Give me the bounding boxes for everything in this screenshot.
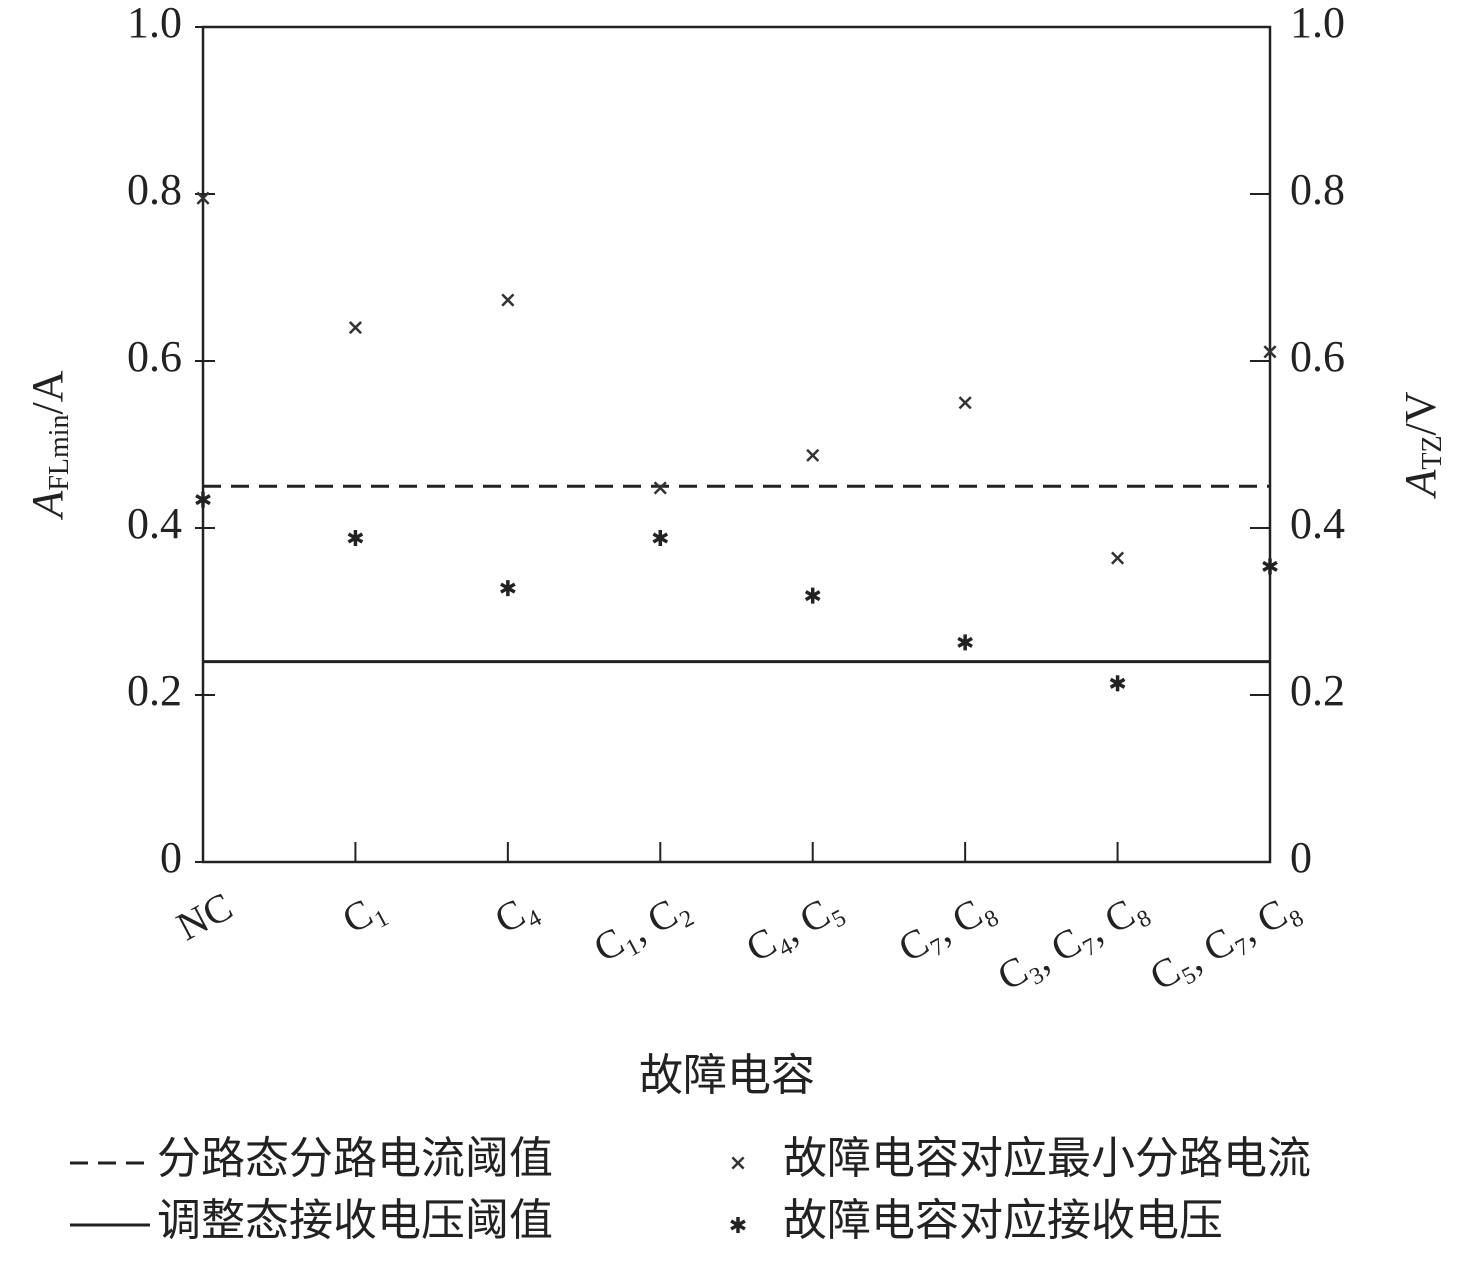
marker-stroke <box>730 1219 746 1231</box>
x-tick-label: C₁ <box>335 883 392 942</box>
legend-label: 故障电容对应最小分路电流 <box>783 1134 1311 1183</box>
y-axis-label: AFLmin/A <box>23 370 75 520</box>
y2-tick-label: 1.0 <box>1290 0 1345 47</box>
point <box>1263 345 1277 359</box>
y-label-main: A <box>23 490 72 521</box>
point <box>196 191 210 205</box>
point <box>348 321 362 335</box>
y2-label-unit: /V <box>1396 391 1445 435</box>
marker-stroke <box>348 321 362 335</box>
y2-tick-label: 0.2 <box>1290 666 1345 715</box>
point <box>958 396 972 410</box>
marker-stroke <box>500 582 516 594</box>
x-tick-label: C₃, C₇, C₈ <box>990 883 1154 999</box>
point <box>500 580 516 597</box>
y2-tick-label: 0.8 <box>1290 165 1345 214</box>
x-tick-label: NC <box>169 883 239 949</box>
marker-stroke <box>652 532 669 544</box>
x-tick-label: C₇, C₈ <box>891 883 1002 970</box>
marker-stroke <box>195 494 211 506</box>
y2-tick-label: 0 <box>1290 833 1312 882</box>
point <box>1111 551 1125 565</box>
point <box>347 530 364 547</box>
point <box>501 293 515 307</box>
y-tick-label: 0.2 <box>127 666 182 715</box>
y2-label-main: A <box>1396 469 1445 500</box>
y-label-sub: FLmin <box>44 414 75 490</box>
marker-stroke <box>1263 345 1277 359</box>
y-label-unit: /A <box>23 370 72 414</box>
marker-stroke <box>806 448 820 462</box>
y-tick-label: 0 <box>160 833 182 882</box>
x-axis-label: 故障电容 <box>639 1051 815 1100</box>
y-tick-label: 0.8 <box>127 165 182 214</box>
point <box>652 530 669 547</box>
marker-stroke <box>1111 551 1125 565</box>
x-tick-label: C₄ <box>487 883 544 942</box>
point <box>957 634 973 651</box>
marker-stroke <box>958 396 972 410</box>
y-tick-label: 0.6 <box>127 332 182 381</box>
marker-stroke <box>501 293 515 307</box>
legend-marker <box>731 1156 745 1170</box>
y2-tick-label: 0.6 <box>1290 332 1345 381</box>
marker-stroke <box>731 1156 745 1170</box>
marker-stroke <box>1109 677 1126 689</box>
y-tick-label: 0.4 <box>127 499 182 548</box>
point <box>804 587 821 604</box>
y2-label-sub: TZ <box>1417 435 1448 469</box>
legend-label: 分路态分路电流阈值 <box>157 1134 553 1183</box>
plot-frame <box>201 25 1272 864</box>
point <box>653 481 667 495</box>
marker-stroke <box>957 636 973 648</box>
marker-stroke <box>1262 560 1278 572</box>
marker-stroke <box>347 532 364 544</box>
legend-marker <box>730 1217 746 1233</box>
x-tick-label: C₅, C₇, C₈ <box>1142 883 1306 999</box>
point <box>195 491 211 508</box>
y2-tick-label: 0.4 <box>1290 499 1345 548</box>
legend-label: 故障电容对应接收电压 <box>783 1196 1223 1245</box>
y2-axis-label: ATZ/V <box>1396 391 1448 499</box>
x-tick-label: C₁, C₂ <box>586 883 697 970</box>
point <box>1262 558 1278 575</box>
x-tick-label: C₄, C₅ <box>739 883 850 970</box>
legend-label: 调整态接收电压阈值 <box>157 1196 553 1245</box>
point <box>1109 675 1126 692</box>
marker-stroke <box>653 481 667 495</box>
point <box>806 448 820 462</box>
marker-stroke <box>196 191 210 205</box>
y-tick-label: 1.0 <box>127 0 182 47</box>
marker-stroke <box>804 590 821 602</box>
